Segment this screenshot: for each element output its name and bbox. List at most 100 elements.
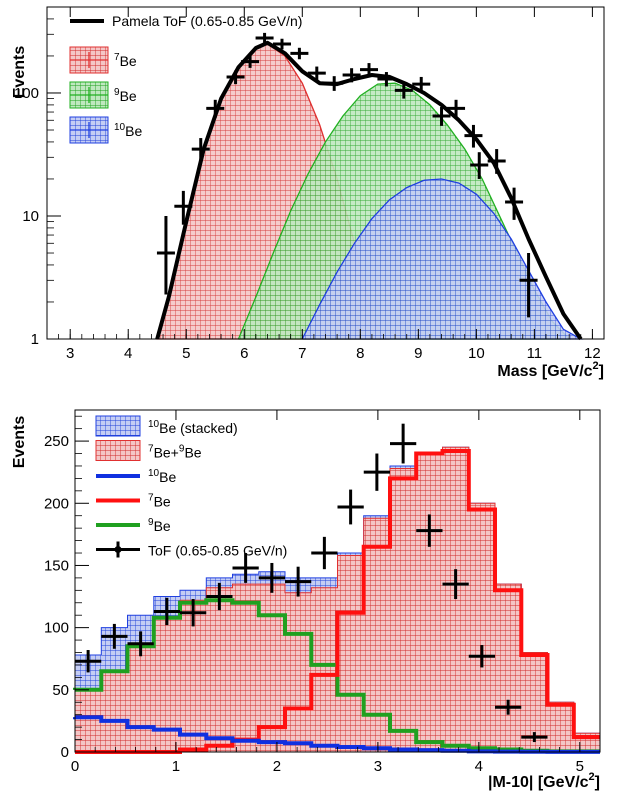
data-point-12 [360,63,379,77]
x-tick-label: 10 [468,345,485,362]
top-legend-entry-0: Pamela ToF (0.65-0.85 GeV/n) [70,13,302,29]
x-tick-label: 4 [124,345,132,362]
legend-sup: 9 [148,517,154,528]
7be-line [75,449,600,754]
y-tick-label: 10 [22,208,39,225]
hist-data-point-17 [521,732,548,743]
legend-label: 9Be [114,87,137,104]
hist-data-point-11 [363,453,390,491]
top-y-axis-title: Events [11,46,28,99]
data-point-16 [432,106,451,126]
x-tick-label: 7 [298,345,306,362]
x-tick-label: 0 [71,758,79,775]
legend-sup: 7 [148,444,154,455]
hist-data-point-16 [495,699,522,715]
legend-label: ToF (0.65-0.85 GeV/n) [148,543,287,559]
x-tick-label: 3 [374,758,382,775]
x-tick-label: 5 [182,345,190,362]
x-tick-label: 11 [527,345,543,362]
hist-data-point-14 [442,569,469,600]
legend-fill-swatch [95,415,141,437]
bottom-legend-entry-4: 9Be [96,517,171,534]
hist-data-point-6 [232,553,259,583]
y-tick-label: 1 [31,331,39,348]
top-legend-entry-1: 7Be [69,46,137,74]
top-data-points [156,32,538,318]
y-tick-label: 50 [52,682,69,699]
x-tick-label: 1 [172,758,180,775]
data-point-17 [447,99,466,118]
top-legend-entry-2: 9Be [69,81,137,109]
bottom-legend-entry-2: 10Be [96,468,176,485]
y-tick-label: 250 [44,433,69,450]
bottom-legend-entry-3: 7Be [96,493,171,510]
data-point-8 [290,47,309,60]
hist-data-point-5 [206,582,233,611]
y-tick-label: 100 [14,85,39,102]
data-point-13 [377,72,396,87]
legend-label: 7Be+9Be [148,444,202,461]
top-fill-layer [155,40,584,341]
bottom-data-points [75,423,548,743]
data-point-15 [412,76,431,92]
y-tick-label: 150 [44,557,69,574]
data-point-19 [470,152,489,179]
x-tick-label: 2 [273,758,281,775]
legend-suffix: Be [120,88,137,104]
legend-suffix: Be (stacked) [159,420,238,436]
legend-suffix: Be+ [154,445,179,461]
x-tick-label: 8 [356,345,364,362]
bottom-legend-entry-1: 7Be+9Be [95,440,202,461]
hist-data-point-0 [75,650,102,673]
data-point-20 [487,149,506,174]
y-tick-label: 100 [44,620,69,637]
legend-sup: 7 [148,493,154,504]
legend-marker-dot [114,546,122,553]
data-point-18 [464,124,483,148]
legend-sup: 10 [114,122,126,133]
hist-data-point-2 [127,631,154,657]
x-tick-label: 12 [584,345,601,362]
legend-label: 7Be [148,493,171,510]
legend-label: 10Be [114,122,142,139]
bottom-y-axis-title: Events [11,416,28,469]
top-axes: 3 4 5 6 7 8 9 10 11 12 1 10 100 [14,6,605,362]
legend-label: 9Be [148,517,171,534]
area-10be [301,178,584,340]
hist-data-point-10 [337,489,364,525]
data-point-14 [394,82,413,99]
data-point-21 [505,187,524,220]
x-tick-label: 4 [475,758,483,775]
hist-data-point-4 [180,599,207,627]
legend-sup: 9 [114,87,120,98]
legend-sup: 7 [114,52,120,63]
data-point-6 [255,32,274,43]
data-point-9 [307,66,326,81]
legend-sup: 10 [148,468,160,479]
hist-data-point-3 [153,597,180,626]
x-tick-label: 5 [576,758,584,775]
legend-sup: 10 [148,419,160,430]
data-point-3 [206,99,225,118]
data-point-4 [226,70,245,85]
bottom-x-axis-title: |M-10| [GeV/c2] [488,771,600,791]
mass-spectrum-panel: 3 4 5 6 7 8 9 10 11 12 1 10 100 Pamela ToF (0.65-0.8… [11,6,605,380]
data-point-22 [519,253,538,318]
y-tick-label: 200 [44,495,69,512]
data-point-0 [156,215,175,295]
x-tick-label: 9 [414,345,422,362]
hist-data-point-9 [311,536,338,570]
x-tick-label: 6 [240,345,248,362]
x-tick-label: 3 [66,345,74,362]
legend-suffix: Be [154,518,171,534]
data-point-2 [191,138,210,161]
hist-data-point-12 [390,423,417,464]
legend-label: 10Be (stacked) [148,419,238,436]
data-point-5 [241,55,260,68]
legend-suffix: Be [120,53,137,69]
top-legend-entry-3: 10Be [69,116,142,144]
bottom-legend-entry-5: ToF (0.65-0.85 GeV/n) [96,541,287,559]
